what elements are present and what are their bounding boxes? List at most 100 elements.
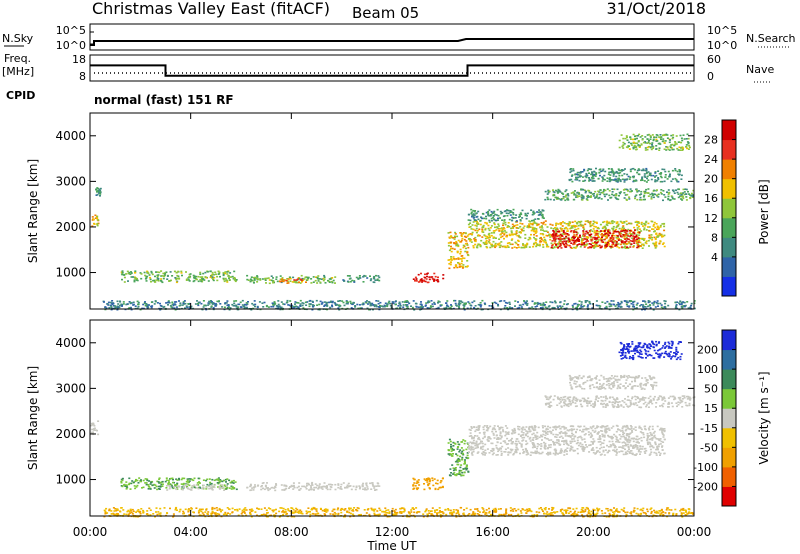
colorbar-tick-label: 8	[711, 231, 718, 244]
power-scale-label: Power [dB]	[757, 179, 771, 244]
x-tick-label: 00:00	[73, 525, 108, 539]
freq-tick-top: 18	[72, 53, 86, 66]
beam-label: Beam 05	[352, 4, 419, 22]
colorbar-segment	[722, 120, 736, 141]
colorbar-segment	[722, 349, 736, 370]
echo-region-2	[166, 484, 228, 491]
y-tick-label: 1000	[55, 473, 86, 487]
nsearch-tick-bottom: 10^0	[707, 39, 737, 52]
power-echo-layer	[91, 133, 696, 311]
colorbar-segment	[722, 217, 736, 238]
echo-region-3	[246, 481, 381, 492]
colorbar-segment	[722, 159, 736, 180]
colorbar-segment	[722, 408, 736, 429]
velocity-ylabel: Slant Range [km]	[26, 366, 40, 470]
echo-region-8	[568, 374, 658, 390]
nsearch-tick-top: 10^5	[707, 24, 737, 37]
freq-tick-bottom: 8	[79, 70, 86, 83]
echo-region-12	[568, 167, 683, 183]
x-tick-label: 16:00	[475, 525, 510, 539]
y-tick-label: 1000	[55, 266, 86, 280]
colorbar-tick-label: 16	[704, 192, 718, 205]
echo-region-10	[467, 208, 545, 222]
y-tick-label: 2000	[55, 427, 86, 441]
colorbar-tick-label: -50	[700, 441, 718, 454]
echo-region-7	[544, 395, 696, 409]
y-tick-label: 2000	[55, 220, 86, 234]
echo-region-11	[544, 188, 695, 202]
colorbar-tick-label: -15	[700, 422, 718, 435]
colorbar-segment	[722, 139, 736, 160]
echo-region-1	[95, 187, 102, 197]
echo-region-0	[91, 214, 100, 227]
nave-tick-top: 60	[707, 53, 721, 66]
power-colorbar: 28 24 20 16 12 8 4	[704, 119, 737, 297]
echo-region-5	[342, 274, 381, 284]
colorbar-segment	[722, 369, 736, 390]
velocity-colorbar: 200 100 50 15 -15 -50 -100 -200	[693, 329, 737, 507]
colorbar-segment	[722, 427, 736, 448]
echo-region-7	[447, 231, 470, 270]
velocity-panel: 1000 2000 3000 4000 Slant Range [km]	[26, 319, 696, 518]
colorbar-tick-label: 24	[704, 153, 718, 166]
nsky-label: N.Sky	[2, 32, 34, 45]
y-tick-label: 3000	[55, 174, 86, 188]
nave-label: Nave	[746, 63, 774, 76]
colorbar-tick-label: 50	[704, 383, 718, 396]
colorbar-frame	[721, 329, 737, 507]
nsky-trace	[90, 38, 694, 46]
freq-unit: [MHz]	[2, 65, 34, 78]
echo-region-9	[550, 229, 641, 249]
nsearch-label: N.Search	[746, 32, 796, 45]
colorbar-tick-label: 100	[697, 363, 718, 376]
colorbar-tick-label: 20	[704, 173, 718, 186]
echo-region-4	[278, 278, 307, 284]
echo-region-6	[467, 424, 666, 456]
colorbar-tick-label: -100	[693, 461, 718, 474]
echo-region-6	[412, 272, 445, 284]
velocity-echo-layer	[90, 340, 696, 518]
echo-region-2	[120, 270, 238, 284]
colorbar-frame	[721, 119, 737, 297]
colorbar-segment	[722, 178, 736, 199]
frequency-trace	[90, 64, 694, 77]
colorbar-segment	[722, 447, 736, 468]
colorbar-tick-label: -200	[693, 480, 718, 493]
colorbar-tick-label: 4	[711, 251, 718, 264]
x-tick-label: 12:00	[375, 525, 410, 539]
power-ylabel: Slant Range [km]	[26, 159, 40, 263]
echo-region-9	[618, 340, 683, 361]
cpid-label: CPID	[6, 89, 35, 102]
colorbar-tick-label: 12	[704, 212, 718, 225]
colorbar-segment	[722, 486, 736, 507]
date-label: 31/Oct/2018	[606, 0, 706, 18]
nsky-frame	[89, 23, 695, 51]
colorbar-tick-label: 15	[704, 402, 718, 415]
colorbar-tick-label: 28	[704, 134, 718, 147]
y-tick-label: 4000	[55, 336, 86, 350]
colorbar-segment	[722, 466, 736, 487]
x-tick-label: 20:00	[576, 525, 611, 539]
x-tick-label: 08:00	[274, 525, 309, 539]
time-x-axis: 00:00 04:00 08:00 12:00 16:00 20:00 00:00	[73, 113, 712, 539]
nsky-tick-top: 10^5	[56, 24, 86, 37]
velocity-y-axis: 1000 2000 3000 4000	[55, 336, 694, 487]
freq-panel: Freq. [MHz] 18 8 60 0 Nave CPID normal (…	[2, 52, 774, 107]
colorbar-segment	[722, 330, 736, 351]
velocity-scale-label: Velocity [m s⁻¹]	[757, 371, 771, 464]
power-y-axis: 1000 2000 3000 4000	[55, 129, 694, 280]
y-tick-label: 3000	[55, 381, 86, 395]
echo-region-4	[412, 477, 444, 491]
colorbar-segment	[722, 388, 736, 409]
time-xlabel: Time UT	[366, 539, 417, 553]
colorbar-segment	[722, 198, 736, 219]
colorbar-segment	[722, 256, 736, 277]
y-tick-label: 4000	[55, 129, 86, 143]
x-tick-label: 00:00	[677, 525, 712, 539]
colorbar-segment	[722, 276, 736, 297]
power-panel: 1000 2000 3000 4000 Slant Range [km]	[26, 112, 696, 311]
freq-label: Freq.	[4, 52, 31, 65]
colorbar-segment	[722, 237, 736, 258]
colorbar-tick-label: 200	[697, 344, 718, 357]
